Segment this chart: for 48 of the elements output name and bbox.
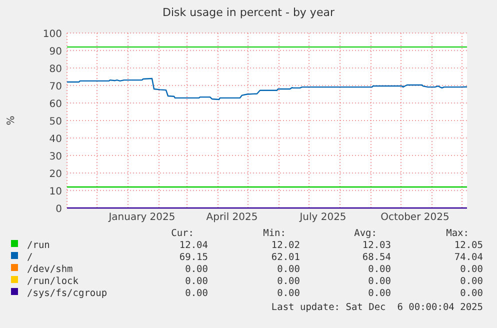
y-tick-label: 50 [49, 116, 62, 128]
x-tick-label: January 2025 [108, 212, 176, 223]
text: 69.15 [179, 252, 208, 263]
y-tick-label: 90 [49, 46, 62, 58]
text: Avg: [354, 228, 377, 239]
text: 68.54 [362, 252, 392, 263]
y-tick-label: 30 [49, 152, 62, 162]
text: 0.00 [460, 264, 484, 275]
legend-label: / [27, 252, 33, 263]
legend-label: /dev/shm [27, 264, 74, 275]
y-tick-label: 60 [49, 99, 62, 110]
text: Cur: [171, 228, 194, 239]
text: 12.05 [454, 240, 483, 251]
x-tick-label: October 2025 [380, 212, 450, 223]
line-series [66, 78, 468, 100]
y-tick-label: 80 [49, 64, 62, 75]
text: 0.00 [277, 276, 300, 287]
text: 12.03 [362, 240, 391, 251]
text: 0.00 [460, 276, 484, 287]
text: 74.04 [454, 252, 484, 263]
text: 62.01 [271, 252, 300, 263]
text: Max: [446, 228, 469, 239]
text: 0.00 [277, 288, 300, 299]
x-tick-label: April 2025 [206, 212, 258, 223]
y-tick-label: 20 [49, 169, 62, 180]
text: 0.00 [368, 276, 392, 287]
text: 0.00 [368, 264, 392, 275]
text: Last update: Sat Dec 6 00:00:04 2025 [271, 302, 483, 313]
y-tick-label: 0 [56, 204, 62, 215]
text: Min: [263, 228, 286, 239]
legend-label: /sys/fs/cgroup [27, 288, 108, 299]
chart-title: Disk usage in percent - by year [162, 6, 335, 19]
text: 0.00 [368, 288, 392, 299]
legend-label: /run [27, 240, 50, 251]
text: 12.04 [179, 240, 208, 251]
text: 0.00 [185, 288, 208, 299]
text: 0.00 [277, 264, 300, 275]
text: 0.00 [185, 264, 208, 275]
y-tick-label: 100 [42, 29, 62, 40]
y-tick-label: 40 [49, 134, 62, 145]
y-tick-label: 70 [49, 82, 62, 92]
text: 0.00 [185, 276, 208, 287]
text: 12.02 [271, 240, 300, 251]
y-axis-title: % [6, 116, 17, 126]
text: 0.00 [460, 288, 484, 299]
legend-label: /run/lock [27, 276, 79, 287]
x-tick-label: July 2025 [298, 212, 346, 223]
y-tick-label: 10 [49, 186, 62, 198]
